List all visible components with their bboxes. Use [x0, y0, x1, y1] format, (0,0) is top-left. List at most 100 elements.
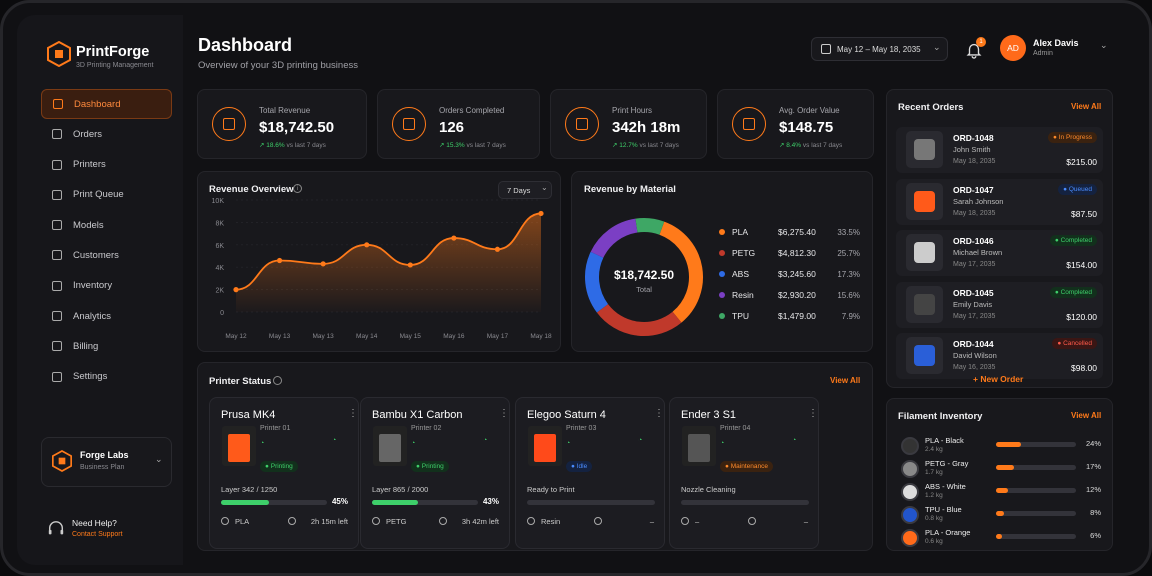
clock-icon: [565, 107, 599, 141]
printer-time-left: –: [803, 517, 808, 526]
model-thumbnail: [906, 131, 943, 168]
main-content: Dashboard Overview of your 3D printing b…: [183, 15, 1141, 565]
printer-card[interactable]: Bambu X1 Carbon ⋮ Printer 02 ◔ ◔ ● Printing La…: [360, 397, 510, 549]
status-dot: ●: [416, 463, 422, 470]
printer-card[interactable]: Ender 3 S1 ⋮ Printer 04 ◔ ◔ ● Maintenance Nozz…: [669, 397, 819, 549]
printer-card[interactable]: Elegoo Saturn 4 ⋮ Printer 03 ◔ ◔ ● Idle Ready …: [515, 397, 665, 549]
filament-row[interactable]: TPU - Blue 0.8 kg 8%: [901, 505, 1101, 525]
order-row[interactable]: ORD-1048 John Smith May 18, 2035 ● In Progr…: [896, 127, 1103, 173]
filament-view-all-link[interactable]: View All: [1071, 411, 1102, 420]
revenue-point[interactable]: [538, 210, 544, 217]
donut-slice-abs[interactable]: [585, 251, 609, 313]
donut-total-value: $18,742.50: [614, 268, 674, 282]
order-row[interactable]: ORD-1046 Michael Brown May 17, 2035 ● Compl…: [896, 230, 1103, 276]
more-options-icon[interactable]: ⋮: [654, 408, 664, 419]
x-tick-label: May 14: [356, 333, 378, 340]
brand-name: PrintForge: [76, 44, 150, 60]
wifi-icon: ◔: [792, 437, 797, 444]
stat-value: 126: [439, 119, 465, 136]
spool-icon: [901, 506, 919, 524]
sidebar-item-settings[interactable]: Settings: [41, 362, 172, 392]
order-date: May 16, 2035: [953, 364, 996, 371]
donut-slice-resin[interactable]: [590, 218, 638, 259]
donut-slice-tpu[interactable]: [635, 218, 665, 235]
printer-status-badge: ● Printing: [260, 461, 298, 472]
more-options-icon[interactable]: ⋮: [499, 408, 509, 419]
more-options-icon[interactable]: ⋮: [348, 408, 358, 419]
model-shape: [914, 293, 935, 315]
info-icon: i: [293, 184, 302, 193]
printer-job: Layer 865 / 2000: [372, 485, 429, 494]
sidebar-item-printers[interactable]: Printers: [41, 150, 172, 180]
sidebar-item-customers[interactable]: Customers: [41, 240, 172, 270]
printer-material: PLA: [235, 517, 250, 526]
status-text: In Progress: [1058, 134, 1092, 141]
status-text: Cancelled: [1063, 340, 1092, 347]
filament-name: TPU - Blue: [925, 505, 962, 514]
order-price: $87.50: [1071, 208, 1097, 219]
headset-icon: [48, 521, 64, 535]
model-thumbnail: [906, 182, 943, 220]
legend-label: PLA: [732, 227, 748, 237]
filament-row[interactable]: PLA - Orange 0.6 kg 6%: [901, 528, 1101, 548]
printer-body: [228, 434, 250, 462]
printer-icon: [51, 159, 63, 171]
order-id: ORD-1048: [953, 133, 994, 143]
status-dot: ●: [1054, 237, 1061, 244]
sidebar-item-analytics[interactable]: Analytics: [41, 301, 172, 331]
wifi-icon: ◔: [260, 440, 265, 447]
stat-delta-row: ↗ 8.4% vs last 7 days: [779, 141, 842, 149]
filament-row[interactable]: ABS - White 1.2 kg 12%: [901, 482, 1101, 502]
printer-material: PETG: [386, 517, 407, 526]
date-range-picker[interactable]: May 12 – May 18, 2035 ⌄: [811, 37, 948, 61]
user-role: Admin: [1033, 50, 1053, 57]
spool-icon: [901, 437, 919, 455]
printers-view-all-link[interactable]: View All: [830, 376, 861, 385]
sidebar-item-print-queue[interactable]: Print Queue: [41, 180, 172, 210]
order-row[interactable]: ORD-1044 David Wilson May 16, 2035 ● Cancel…: [896, 333, 1103, 379]
orders-icon-glyph: [52, 129, 62, 140]
revenue-point[interactable]: [451, 235, 457, 241]
more-options-icon[interactable]: ⋮: [808, 408, 818, 419]
printer-number: Printer 01: [260, 425, 291, 432]
printer-material: –: [695, 517, 700, 526]
revenue-point[interactable]: [494, 246, 501, 252]
revenue-point[interactable]: [364, 242, 370, 248]
revenue-point[interactable]: [233, 287, 239, 293]
stat-delta-text: vs last 7 days: [639, 142, 679, 149]
sidebar-item-orders[interactable]: Orders: [41, 119, 172, 149]
filament-row[interactable]: PLA - Black 2.4 kg 24%: [901, 436, 1101, 456]
revenue-point[interactable]: [320, 261, 326, 267]
donut-slice-pla[interactable]: [659, 221, 703, 323]
user-menu[interactable]: AD Alex Davis Admin ⌄: [1000, 35, 1112, 63]
order-row[interactable]: ORD-1045 Emily Davis May 17, 2035 ● Complet…: [896, 281, 1103, 328]
model-shape: [914, 139, 935, 160]
dollar-icon: [732, 107, 766, 141]
donut-slice-petg[interactable]: [596, 303, 682, 336]
revenue-point[interactable]: [407, 262, 413, 268]
orders-view-all-link[interactable]: View All: [1071, 102, 1102, 111]
filament-row[interactable]: PETG - Gray 1.7 kg 17%: [901, 459, 1101, 479]
notifications-button[interactable]: 1: [963, 37, 986, 61]
order-customer: John Smith: [953, 145, 991, 154]
legend-amount: $4,812.30: [778, 248, 816, 258]
new-order-button[interactable]: + New Order: [973, 374, 1024, 384]
legend-percent: 15.6%: [837, 291, 860, 300]
sidebar-item-models[interactable]: Models: [41, 210, 172, 240]
sidebar-item-inventory[interactable]: Inventory: [41, 271, 172, 301]
contact-support-link[interactable]: Contact Support: [72, 531, 123, 538]
printer-progress-bar: [221, 500, 327, 505]
sidebar-item-dashboard[interactable]: Dashboard: [41, 89, 172, 119]
orders-icon: [51, 128, 63, 140]
stat-card-print-hours: Print Hours 342h 18m ↗ 12.7% vs last 7 day…: [550, 89, 707, 159]
order-row[interactable]: ORD-1047 Sarah Johnson May 18, 2035 ● Queue…: [896, 178, 1103, 225]
trend-up-icon: ↗: [779, 142, 787, 149]
range-select[interactable]: 7 Days ⌄: [498, 181, 552, 199]
sidebar-item-label: Analytics: [73, 310, 112, 322]
printer-name: Ender 3 S1: [681, 409, 737, 421]
printer-card[interactable]: Prusa MK4 ⋮ Printer 01 ◔ ◔ ● Printing Layer 34…: [209, 397, 359, 549]
revenue-point[interactable]: [276, 257, 283, 264]
org-switcher[interactable]: Forge Labs Business Plan ⌄: [41, 437, 172, 487]
filament-title: Filament Inventory: [898, 411, 983, 422]
sidebar-item-billing[interactable]: Billing: [41, 331, 172, 361]
